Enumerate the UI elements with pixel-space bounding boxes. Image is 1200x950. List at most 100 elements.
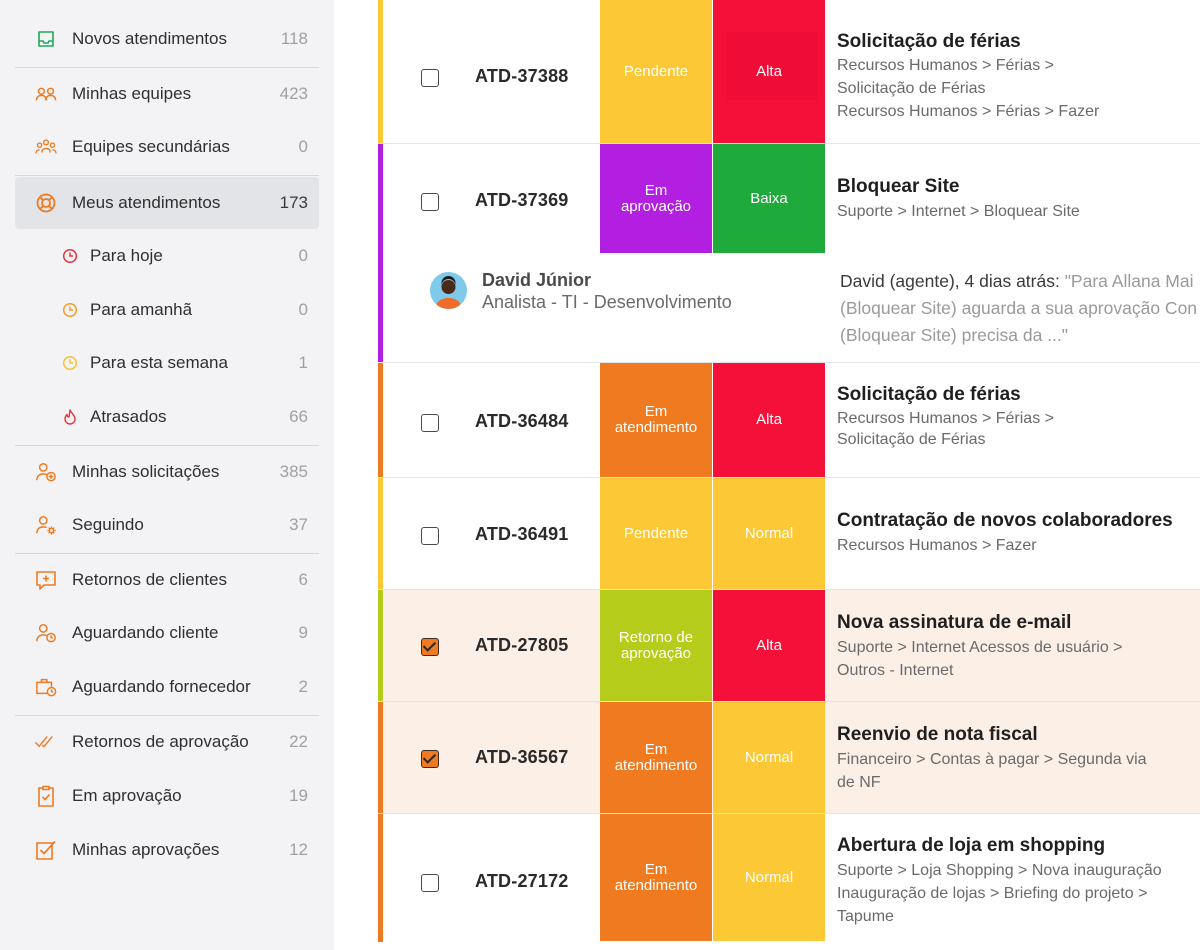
ticket-id[interactable]: ATD-37388 xyxy=(475,66,569,86)
sidebar-item-para-hoje[interactable]: Para hoje 0 xyxy=(15,234,319,278)
sidebar-item-seguindo[interactable]: Seguindo 37 xyxy=(15,503,319,547)
ticket-path-line: Recursos Humanos > Férias > xyxy=(837,410,1054,427)
sidebar-item-retornos-de-clientes[interactable]: Retornos de clientes 6 xyxy=(15,558,319,602)
table-row[interactable]: ATD-36567 Em atendimento Normal Reenvio … xyxy=(378,702,1200,814)
row-checkbox[interactable] xyxy=(421,69,439,87)
ticket-title[interactable]: Contratação de novos colaboradores xyxy=(837,510,1173,531)
priority-badge: Alta xyxy=(713,363,825,477)
priority-badge: Normal xyxy=(713,478,825,589)
table-row[interactable]: ATD-36491 Pendente Normal Contratação de… xyxy=(378,478,1200,590)
sidebar-item-atrasados[interactable]: Atrasados 66 xyxy=(15,395,319,439)
sidebar-item-novos-atendimentos[interactable]: Novos atendimentos 118 xyxy=(15,17,319,61)
sidebar-item-count: 0 xyxy=(298,137,308,156)
ticket-path-line: Suporte > Loja Shopping > Nova inauguraç… xyxy=(837,862,1162,879)
status-stripe xyxy=(378,144,383,362)
ticket-title[interactable]: Solicitação de férias xyxy=(837,31,1021,52)
table-row[interactable]: ATD-27805 Retorno de aprovação Alta Nova… xyxy=(378,590,1200,702)
status-stripe xyxy=(378,814,383,942)
ticket-title[interactable]: Solicitação de férias xyxy=(837,384,1021,405)
sidebar-item-minhas-equipes[interactable]: Minhas equipes 423 xyxy=(15,72,319,116)
row-checkbox[interactable] xyxy=(421,414,439,432)
status-badge: Em atendimento xyxy=(600,702,712,813)
clipboard-check-icon xyxy=(35,785,57,807)
status-stripe xyxy=(378,590,383,701)
row-checkbox[interactable] xyxy=(421,638,439,656)
status-badge: Retorno de aprovação xyxy=(600,590,712,701)
divider xyxy=(15,553,319,554)
ticket-path-line: Solicitação de Férias xyxy=(837,431,986,448)
row-checkbox[interactable] xyxy=(421,527,439,545)
comment-author-name: David Júnior xyxy=(482,270,592,290)
inbox-icon xyxy=(35,28,57,50)
sidebar-item-aguardando-cliente[interactable]: Aguardando cliente 9 xyxy=(15,611,319,655)
priority-badge: Alta xyxy=(713,590,825,701)
ticket-path-line: Suporte > Internet > Bloquear Site xyxy=(837,203,1080,220)
ticket-title[interactable]: Nova assinatura de e-mail xyxy=(837,612,1072,633)
sidebar-item-aguardando-fornecedor[interactable]: Aguardando fornecedor 2 xyxy=(15,665,319,709)
ticket-id[interactable]: ATD-36484 xyxy=(475,411,569,431)
ticket-title[interactable]: Abertura de loja em shopping xyxy=(837,835,1106,856)
ticket-id[interactable]: ATD-36567 xyxy=(475,747,569,767)
ticket-title[interactable]: Reenvio de nota fiscal xyxy=(837,724,1038,745)
comment-line: "Para Allana Mai xyxy=(1059,271,1194,291)
row-checkbox[interactable] xyxy=(421,874,439,892)
ticket-id[interactable]: ATD-36491 xyxy=(475,524,569,544)
sidebar: Novos atendimentos 118 Minhas equipes 42… xyxy=(0,0,334,950)
ticket-id[interactable]: ATD-27805 xyxy=(475,635,569,655)
comment-author-role: Analista - TI - Desenvolvimento xyxy=(482,292,732,312)
table-row[interactable]: ATD-27172 Em atendimento Normal Abertura… xyxy=(378,814,1200,942)
status-stripe xyxy=(378,702,383,813)
sidebar-item-minhas-aprovacoes[interactable]: Minhas aprovações 12 xyxy=(15,828,319,872)
message-plus-icon xyxy=(35,569,57,591)
status-stripe xyxy=(378,0,383,143)
sidebar-item-label: Para hoje xyxy=(90,246,163,265)
ticket-title[interactable]: Bloquear Site xyxy=(837,176,960,197)
status-badge: Pendente xyxy=(600,0,712,143)
priority-badge: Normal xyxy=(713,702,825,813)
status-badge: Em aprovação xyxy=(600,144,712,253)
comment-who: David (agente), 4 dias atrás: xyxy=(840,271,1060,291)
clock-week-icon xyxy=(61,354,79,372)
table-row[interactable]: ATD-37369 Em aprovação Baixa Bloquear Si… xyxy=(378,144,1200,363)
sidebar-item-count: 37 xyxy=(289,515,308,534)
priority-label: Alta xyxy=(756,62,782,80)
sidebar-item-label: Retornos de clientes xyxy=(72,570,227,589)
sidebar-item-label: Seguindo xyxy=(72,515,144,534)
comment-text: David (agente), 4 dias atrás: "Para Alla… xyxy=(840,268,1200,349)
sidebar-item-count: 118 xyxy=(280,29,308,48)
ticket-id[interactable]: ATD-27172 xyxy=(475,871,569,891)
sidebar-item-meus-atendimentos[interactable]: Meus atendimentos 173 xyxy=(15,177,319,229)
sidebar-item-equipes-secundarias[interactable]: Equipes secundárias 0 xyxy=(15,125,319,169)
sidebar-item-em-aprovacao[interactable]: Em aprovação 19 xyxy=(15,774,319,818)
row-checkbox[interactable] xyxy=(421,750,439,768)
status-badge: Em atendimento xyxy=(600,363,712,477)
table-row[interactable]: ATD-36484 Em atendimento Alta Solicitaçã… xyxy=(378,363,1200,478)
double-check-icon xyxy=(35,731,57,753)
ticket-path-line: Inauguração de lojas > Briefing do proje… xyxy=(837,885,1148,902)
sidebar-item-count: 2 xyxy=(298,677,308,696)
row-checkbox[interactable] xyxy=(421,193,439,211)
ticket-path-line: Recursos Humanos > Férias > Fazer xyxy=(837,103,1100,120)
sidebar-item-count: 9 xyxy=(298,623,308,642)
clock-tomorrow-icon xyxy=(61,301,79,319)
clock-today-icon xyxy=(61,247,79,265)
sidebar-item-count: 66 xyxy=(289,407,308,426)
ticket-list: ATD-37388 Pendente Alta Solicitação de f… xyxy=(334,0,1200,950)
avatar xyxy=(430,272,467,309)
ticket-path-line: Suporte > Internet Acessos de usuário > xyxy=(837,639,1123,656)
sidebar-item-retornos-de-aprovacao[interactable]: Retornos de aprovação 22 xyxy=(15,720,319,764)
sidebar-item-para-amanha[interactable]: Para amanhã 0 xyxy=(15,288,319,332)
user-add-icon xyxy=(35,461,57,483)
sidebar-item-label: Atrasados xyxy=(90,407,167,426)
ticket-id[interactable]: ATD-37369 xyxy=(475,190,569,210)
sidebar-item-count: 385 xyxy=(279,462,308,481)
ticket-path-line: Solicitação de Férias xyxy=(837,80,986,97)
divider xyxy=(15,175,319,176)
sidebar-item-minhas-solicitacoes[interactable]: Minhas solicitações 385 xyxy=(15,450,319,494)
sidebar-item-para-esta-semana[interactable]: Para esta semana 1 xyxy=(15,341,319,385)
lifebuoy-icon xyxy=(35,192,57,214)
user-gear-icon xyxy=(35,514,57,536)
last-comment[interactable]: David Júnior Analista - TI - Desenvolvim… xyxy=(378,254,1200,362)
flame-icon xyxy=(61,408,79,426)
table-row[interactable]: ATD-37388 Pendente Alta Solicitação de f… xyxy=(378,0,1200,144)
